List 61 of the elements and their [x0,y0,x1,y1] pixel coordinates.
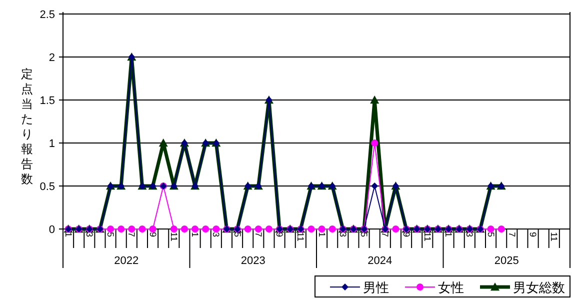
point [149,226,156,232]
x-tick-label: 1 [190,232,200,238]
point [328,226,336,232]
y-tick-label: 1.5 [40,95,55,107]
point [370,96,380,104]
point [371,182,378,190]
legend-label: 男性 [363,280,389,295]
x-tick-label: 1 [63,232,74,238]
point [212,226,220,232]
point [170,226,178,232]
x-tick-label: 7 [380,232,390,238]
x-tick-label: 5 [359,232,370,238]
text: 2025 [494,255,519,267]
text: 2024 [368,255,392,267]
x-tick-label: 1 [444,232,454,238]
point [128,226,136,232]
x-tick-label: 9 [528,232,538,238]
x-tick-label: 7 [253,232,264,238]
x-tick-label: 3 [211,232,222,238]
point [138,226,146,232]
x-tick-label: 11 [549,232,560,242]
point [118,226,125,232]
x-tick-label: 11 [422,232,432,242]
y-tick-label: 0 [48,224,55,236]
point [180,226,188,232]
x-tick-label: 3 [338,232,348,238]
point [107,226,114,232]
x-tick-label: 11 [296,232,306,242]
x-tick-label: 9 [274,232,285,238]
y-tick-label: 2.5 [40,9,55,21]
y-tick-label: 2 [48,52,55,64]
point [371,140,378,146]
x-tick-label: 3 [84,232,94,238]
point [265,226,272,232]
point [202,226,210,232]
point [254,226,262,232]
x-tick-label: 5 [232,232,242,238]
point [392,226,400,232]
x-tick-label: 3 [464,232,475,238]
point [318,226,326,232]
text: 2023 [240,255,266,267]
point [192,226,199,232]
x-tick-label: 11 [168,232,179,242]
y-tick-label: 0.5 [40,181,55,193]
point [498,226,505,232]
x-tick-label: 1 [316,232,327,238]
x-tick-label: 5 [106,232,116,238]
x-tick-label: 7 [126,232,137,238]
legend-label: 女性 [438,280,464,295]
legend-label: 男女総数 [513,280,565,295]
y-axis-title: 定点当たり報告数 [21,67,33,186]
text: 2022 [114,255,139,267]
x-tick-label: 7 [506,232,517,238]
x-tick-label: 9 [401,232,412,238]
y-tick-label: 1 [48,138,55,150]
x-tick-label: 9 [148,232,158,238]
point [487,226,494,232]
point [158,138,168,147]
point [244,226,252,232]
x-tick-label: 5 [486,232,496,238]
point [308,226,315,232]
